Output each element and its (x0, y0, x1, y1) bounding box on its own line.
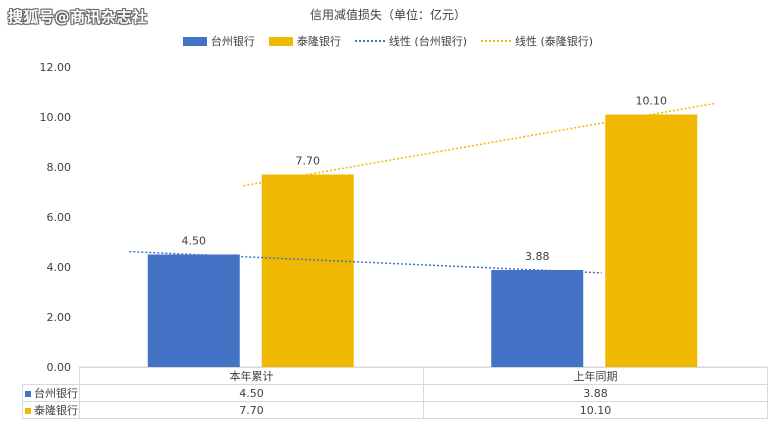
data-label: 10.10 (636, 95, 668, 108)
data-table-cell: 10.10 (423, 401, 768, 419)
data-table-rowlabel-series-1: 台州银行 (34, 387, 78, 400)
legend-swatch-series-2 (268, 36, 293, 46)
data-table-cell: 7.70 (79, 401, 424, 419)
bar (147, 254, 240, 367)
bar (605, 114, 698, 367)
data-table-key-series-2 (25, 408, 31, 414)
data-table-cell: 4.50 (79, 384, 424, 402)
legend-label-trend-1: 线性 (台州银行) (388, 35, 467, 48)
data-table: 本年累计 上年同期 台州银行 4.50 3.88 泰隆银行 7.70 10.10 (22, 367, 768, 419)
legend-item-trend-1: 线性 (台州银行) (354, 33, 467, 49)
y-tick-label: 8.00 (47, 161, 72, 174)
legend-item-series-2: 泰隆银行 (268, 33, 341, 49)
data-label: 3.88 (525, 250, 550, 263)
y-tick-label: 12.00 (40, 61, 72, 74)
trendline (129, 250, 602, 274)
data-table-rowlabel-series-2: 泰隆银行 (34, 404, 78, 417)
legend-item-trend-2: 线性 (泰隆银行) (481, 33, 593, 49)
legend-label-trend-2: 线性 (泰隆银行) (515, 35, 594, 48)
data-table-rowhead-series-1: 台州银行 (22, 384, 80, 402)
y-tick-label: 10.00 (40, 111, 72, 124)
y-tick-label: 4.00 (47, 261, 72, 274)
data-table-key-series-1 (25, 391, 31, 397)
chart-title: 信用减值损失（单位：亿元） (309, 8, 466, 22)
legend-item-series-1: 台州银行 (182, 33, 255, 49)
data-table-corner (22, 367, 80, 385)
legend-label-series-1: 台州银行 (210, 35, 255, 48)
y-tick-label: 6.00 (47, 211, 72, 224)
data-label: 4.50 (182, 235, 207, 248)
bar (491, 270, 584, 367)
data-table-category-2: 上年同期 (423, 367, 768, 385)
bar (261, 174, 354, 367)
legend: 台州银行 泰隆银行 线性 (台州银行) 线性 (泰隆银行) (0, 33, 776, 49)
data-table-category-1: 本年累计 (79, 367, 424, 385)
y-tick-label: 2.00 (47, 311, 72, 324)
data-table-header-row: 本年累计 上年同期 (22, 367, 768, 385)
data-table-row-series-2: 泰隆银行 7.70 10.10 (22, 401, 768, 419)
data-table-rowhead-series-2: 泰隆银行 (22, 401, 80, 419)
legend-label-series-2: 泰隆银行 (296, 35, 341, 48)
legend-swatch-trend-1 (354, 40, 385, 42)
legend-swatch-trend-2 (481, 40, 511, 42)
data-table-cell: 3.88 (423, 384, 768, 402)
data-label: 7.70 (296, 155, 321, 168)
data-table-row-series-1: 台州银行 4.50 3.88 (22, 384, 768, 402)
watermark: 搜狐号@商讯杂志社 (8, 8, 148, 26)
legend-swatch-series-1 (182, 36, 207, 46)
